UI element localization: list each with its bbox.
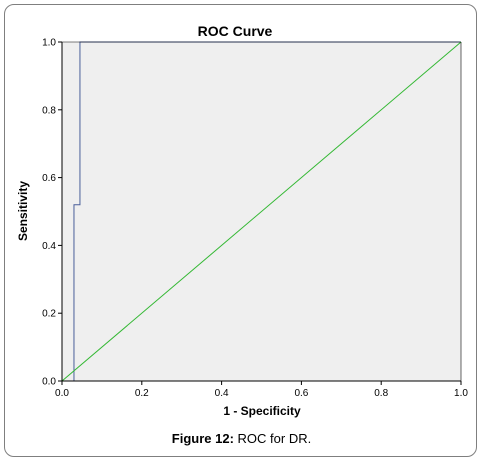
caption-text: ROC for DR. (237, 431, 312, 446)
x-tick-label: 0.8 (374, 388, 388, 399)
y-tick-label: 0.0 (42, 377, 56, 388)
y-tick-label: 1.0 (42, 38, 56, 49)
reference-diagonal-line (61, 41, 462, 382)
x-tick-label: 0.6 (294, 388, 308, 399)
x-tick-label: 0.0 (55, 388, 69, 399)
y-tick-label: 0.2 (42, 309, 56, 320)
x-tick-label: 0.4 (215, 388, 229, 399)
y-axis-label: Sensitivity (16, 181, 30, 241)
x-axis-label: 1 - Specificity (223, 404, 301, 418)
caption-label: Figure 12: (171, 431, 234, 446)
figure-caption: Figure 12: ROC for DR. (0, 431, 483, 446)
y-tick-label: 0.6 (42, 173, 56, 184)
y-tick-label: 0.4 (42, 241, 56, 252)
x-tick-label: 0.2 (135, 388, 149, 399)
x-tick-label: 1.0 (454, 388, 468, 399)
y-tick-label: 0.8 (42, 105, 56, 116)
chart-title: ROC Curve (198, 23, 273, 39)
